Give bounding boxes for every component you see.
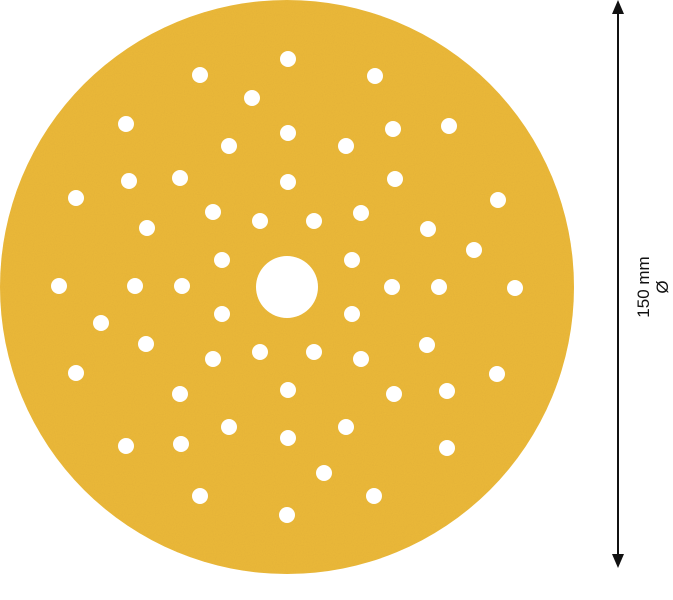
arrow-head-top (612, 0, 624, 14)
dust-hole (221, 138, 237, 154)
dust-hole (221, 419, 237, 435)
dust-hole (366, 488, 382, 504)
dust-hole (139, 220, 155, 236)
dust-hole (172, 386, 188, 402)
dimension-value: 150 mm (634, 256, 653, 317)
dust-hole (338, 138, 354, 154)
diameter-symbol: Ø (653, 280, 672, 293)
dust-hole (280, 125, 296, 141)
dust-hole (252, 213, 268, 229)
dust-hole (385, 121, 401, 137)
dust-hole (439, 383, 455, 399)
dust-hole (490, 192, 506, 208)
dust-hole (367, 68, 383, 84)
dust-hole (316, 465, 332, 481)
dust-hole (387, 171, 403, 187)
dust-hole (353, 205, 369, 221)
dust-hole (252, 344, 268, 360)
dust-hole (173, 436, 189, 452)
dust-hole (174, 278, 190, 294)
dust-hole (489, 366, 505, 382)
dust-hole (344, 252, 360, 268)
dust-hole (121, 173, 137, 189)
dust-hole (280, 174, 296, 190)
dust-hole (118, 116, 134, 132)
dust-hole (68, 365, 84, 381)
dust-hole (214, 306, 230, 322)
dust-hole (338, 419, 354, 435)
dust-hole (439, 440, 455, 456)
dust-hole (280, 430, 296, 446)
dust-hole (244, 90, 260, 106)
dust-hole (127, 278, 143, 294)
dust-hole (386, 386, 402, 402)
dust-hole (68, 190, 84, 206)
dust-hole (93, 315, 109, 331)
dust-hole (279, 507, 295, 523)
dust-hole (431, 279, 447, 295)
dust-hole (306, 213, 322, 229)
dust-hole (384, 279, 400, 295)
dust-hole (214, 252, 230, 268)
center-hole (256, 256, 318, 318)
dust-hole (280, 51, 296, 67)
dust-hole (441, 118, 457, 134)
dust-hole (118, 438, 134, 454)
dust-hole (192, 67, 208, 83)
dust-hole (353, 351, 369, 367)
dust-hole (205, 351, 221, 367)
dust-hole (51, 278, 67, 294)
dust-hole (205, 204, 221, 220)
dust-hole (172, 170, 188, 186)
dust-hole (419, 337, 435, 353)
arrow-head-bottom (612, 554, 624, 568)
dust-hole (306, 344, 322, 360)
dust-hole (466, 242, 482, 258)
dust-hole (344, 306, 360, 322)
dust-hole (280, 382, 296, 398)
dust-holes (51, 51, 523, 523)
diameter-dimension: 150 mm Ø (612, 0, 672, 568)
dust-hole (138, 336, 154, 352)
dust-hole (420, 221, 436, 237)
dust-hole (507, 280, 523, 296)
dust-hole (192, 488, 208, 504)
